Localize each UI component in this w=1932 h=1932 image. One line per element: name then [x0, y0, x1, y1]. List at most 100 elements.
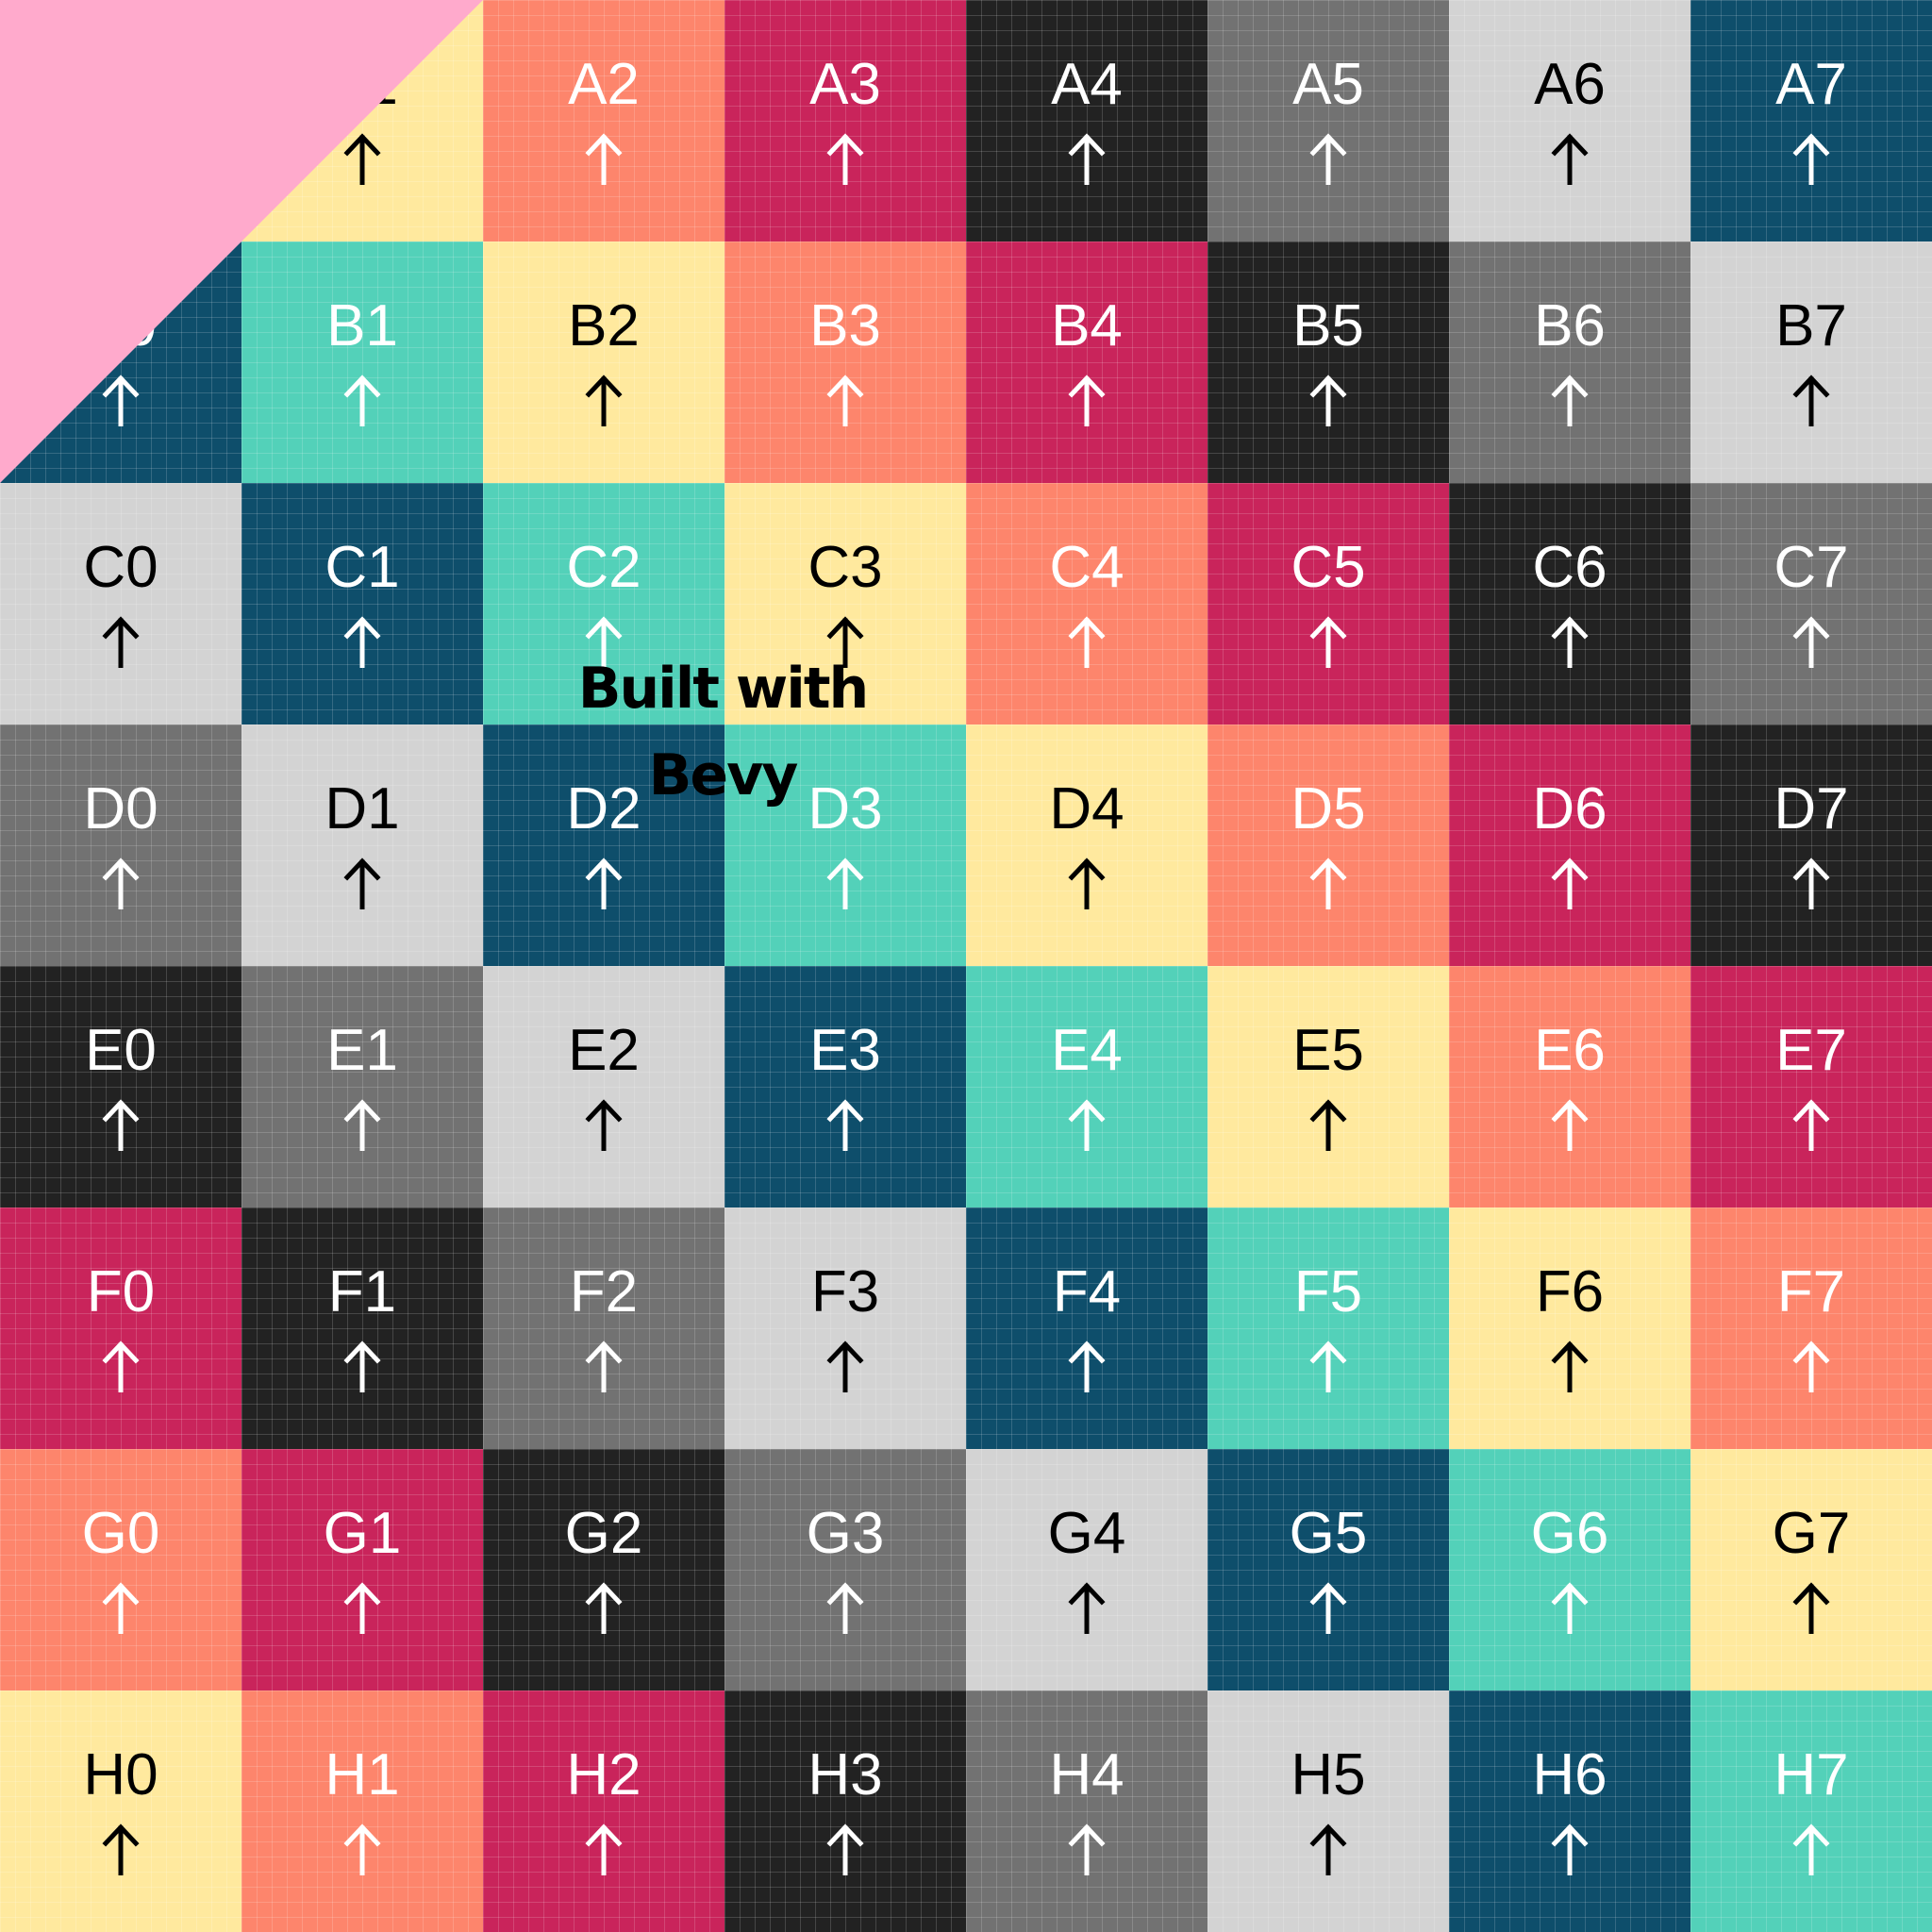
- arrow-up-icon: [826, 1340, 864, 1392]
- arrow-up-icon: [585, 132, 623, 185]
- arrow-up-icon: [102, 1340, 140, 1392]
- cell-label: G1: [323, 1501, 402, 1566]
- grid-cell: B4: [966, 242, 1208, 483]
- grid-cell: G7: [1690, 1449, 1932, 1690]
- arrow-up-icon: [1068, 857, 1106, 909]
- cell-label: D3: [808, 776, 883, 841]
- grid-cell: G1: [242, 1449, 483, 1690]
- arrow-up-icon: [1792, 132, 1830, 185]
- grid-cell: F1: [242, 1208, 483, 1449]
- arrow-up-icon: [1792, 374, 1830, 426]
- arrow-up-icon: [585, 1340, 623, 1392]
- grid-cell: B7: [1690, 242, 1932, 483]
- cell-label: F1: [327, 1259, 397, 1324]
- cell-label: G6: [1530, 1501, 1609, 1566]
- arrow-up-icon: [1792, 1098, 1830, 1151]
- grid-cell: E5: [1208, 966, 1449, 1208]
- cell-label: H6: [1532, 1742, 1607, 1807]
- arrow-up-icon: [1309, 1340, 1347, 1392]
- arrow-up-icon: [102, 1581, 140, 1634]
- arrow-up-icon: [102, 1098, 140, 1151]
- corner-triangle-shape: [0, 0, 483, 483]
- grid-cell: F6: [1449, 1208, 1690, 1449]
- cell-label: E3: [809, 1018, 881, 1083]
- grid-cell: E7: [1690, 966, 1932, 1208]
- arrow-up-icon: [1309, 615, 1347, 668]
- grid-cell: H3: [724, 1690, 966, 1932]
- cell-label: D5: [1291, 776, 1366, 841]
- cell-label: C4: [1049, 535, 1124, 600]
- arrow-up-icon: [102, 374, 140, 426]
- cell-label: C2: [566, 535, 641, 600]
- arrow-up-icon: [585, 1581, 623, 1634]
- arrow-up-icon: [1309, 132, 1347, 185]
- arrow-up-icon: [1551, 615, 1589, 668]
- arrow-up-icon: [1792, 1823, 1830, 1875]
- cell-label: H5: [1291, 1742, 1366, 1807]
- grid-cell: A2: [483, 0, 724, 242]
- cell-label: H7: [1774, 1742, 1849, 1807]
- arrow-up-icon: [1792, 615, 1830, 668]
- arrow-up-icon: [343, 857, 381, 909]
- cell-label: D4: [1049, 776, 1124, 841]
- cell-label: C1: [325, 535, 400, 600]
- arrow-up-icon: [1309, 1823, 1347, 1875]
- cell-label: D7: [1774, 776, 1849, 841]
- grid-cell: G4: [966, 1449, 1208, 1690]
- grid-cell: E1: [242, 966, 483, 1208]
- arrow-up-icon: [1551, 857, 1589, 909]
- arrow-up-icon: [585, 857, 623, 909]
- cell-label: D6: [1532, 776, 1607, 841]
- grid-cell: D3: [724, 724, 966, 966]
- grid-cell: A7: [1690, 0, 1932, 242]
- cell-label: F7: [1776, 1259, 1846, 1324]
- cell-label: F4: [1052, 1259, 1122, 1324]
- cell-label: H2: [566, 1742, 641, 1807]
- cell-label: C6: [1532, 535, 1607, 600]
- arrow-up-icon: [585, 1098, 623, 1151]
- arrow-up-icon: [585, 615, 623, 668]
- arrow-up-icon: [826, 374, 864, 426]
- grid-cell: F0: [0, 1208, 242, 1449]
- grid-cell: G5: [1208, 1449, 1449, 1690]
- cell-label: F2: [569, 1259, 639, 1324]
- arrow-up-icon: [1792, 1581, 1830, 1634]
- grid-cell: B2: [483, 242, 724, 483]
- cell-label: E4: [1051, 1018, 1123, 1083]
- cell-label: A4: [1051, 52, 1123, 117]
- grid-cell: H4: [966, 1690, 1208, 1932]
- grid-cell: A3: [724, 0, 966, 242]
- grid-cell: A4: [966, 0, 1208, 242]
- cell-label: G4: [1047, 1501, 1126, 1566]
- grid-cell: E0: [0, 966, 242, 1208]
- cell-label: A7: [1775, 52, 1847, 117]
- arrow-up-icon: [585, 1823, 623, 1875]
- grid-cell: C7: [1690, 483, 1932, 724]
- arrow-up-icon: [1309, 374, 1347, 426]
- cell-label: F5: [1293, 1259, 1363, 1324]
- grid-cell: G2: [483, 1449, 724, 1690]
- arrow-up-icon: [343, 1581, 381, 1634]
- grid-cell: H5: [1208, 1690, 1449, 1932]
- cell-label: B2: [568, 293, 640, 358]
- cell-label: H1: [325, 1742, 400, 1807]
- grid-cell: B5: [1208, 242, 1449, 483]
- cell-label: E6: [1534, 1018, 1606, 1083]
- cell-label: E5: [1292, 1018, 1364, 1083]
- arrow-up-icon: [826, 1823, 864, 1875]
- grid-cell: E2: [483, 966, 724, 1208]
- grid-cell: B3: [724, 242, 966, 483]
- arrow-up-icon: [343, 1340, 381, 1392]
- cell-label: E1: [326, 1018, 398, 1083]
- grid-cell: C6: [1449, 483, 1690, 724]
- arrow-up-icon: [1309, 1581, 1347, 1634]
- arrow-up-icon: [1551, 1098, 1589, 1151]
- arrow-up-icon: [826, 1098, 864, 1151]
- grid-cell: D1: [242, 724, 483, 966]
- grid-cell: G6: [1449, 1449, 1690, 1690]
- arrow-up-icon: [1551, 132, 1589, 185]
- cell-label: E7: [1775, 1018, 1847, 1083]
- cell-label: C3: [808, 535, 883, 600]
- grid-cell: E3: [724, 966, 966, 1208]
